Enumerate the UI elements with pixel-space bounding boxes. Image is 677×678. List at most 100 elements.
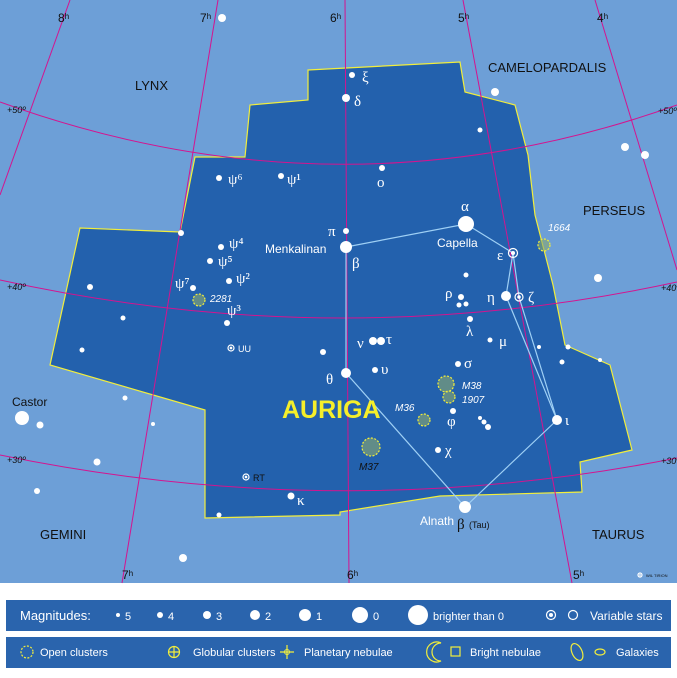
variable-star bbox=[242, 473, 250, 481]
star bbox=[218, 14, 226, 22]
open-cluster bbox=[361, 437, 381, 457]
greek-label: ψ⁶ bbox=[228, 172, 243, 188]
variable-label: RT bbox=[253, 473, 265, 483]
star bbox=[456, 302, 462, 308]
coordinate-grid bbox=[0, 0, 677, 584]
magnitude-dot bbox=[250, 610, 260, 620]
greek-label: ε bbox=[497, 248, 503, 264]
dec-label: +50º bbox=[658, 106, 677, 116]
greek-label: σ bbox=[464, 356, 472, 372]
greek-label: ψ³ bbox=[227, 303, 241, 319]
credit: WIL TIRION bbox=[646, 573, 668, 578]
cluster-label: 2281 bbox=[209, 294, 232, 305]
ra-label: 5ʰ bbox=[573, 568, 585, 582]
star bbox=[552, 415, 562, 425]
legend-planetary-core bbox=[284, 649, 290, 655]
magnitude-dot bbox=[157, 612, 163, 618]
star bbox=[537, 345, 541, 349]
star bbox=[641, 151, 649, 159]
magnitude-label: 5 bbox=[125, 611, 131, 623]
greek-label: ι bbox=[565, 413, 569, 429]
legend-open-cluster bbox=[20, 645, 34, 659]
magnitude-dot bbox=[203, 611, 211, 619]
legend-bright-nebula-square bbox=[450, 646, 461, 657]
star bbox=[458, 216, 474, 232]
star bbox=[79, 347, 85, 353]
variable-star-core bbox=[639, 574, 641, 576]
star bbox=[120, 315, 126, 321]
magnitude-label: 2 bbox=[265, 611, 271, 623]
greek-label: ψ⁵ bbox=[218, 254, 233, 270]
constellation-name: CAMELOPARDALIS bbox=[488, 60, 607, 75]
greek-label: χ bbox=[444, 443, 452, 459]
greek-label: δ bbox=[354, 94, 361, 110]
star bbox=[369, 337, 377, 345]
variable-star bbox=[514, 292, 524, 302]
greek-label: υ bbox=[381, 362, 388, 378]
constellation-name: TAURUS bbox=[592, 527, 645, 542]
legend-galaxy bbox=[570, 642, 584, 662]
variable-star bbox=[637, 572, 643, 578]
greek-label: ν bbox=[357, 336, 364, 352]
legend-globular-cross bbox=[168, 646, 180, 658]
ra-label: 4ʰ bbox=[597, 11, 609, 25]
star bbox=[377, 337, 385, 345]
greek-label: μ bbox=[499, 334, 507, 350]
cluster-label: M37 bbox=[359, 462, 379, 473]
greek-label: φ bbox=[447, 414, 456, 430]
variable-label: UU bbox=[238, 344, 251, 354]
constellation-name: PERSEUS bbox=[583, 203, 645, 218]
variable-star bbox=[227, 344, 235, 352]
ra-label: 5ʰ bbox=[458, 11, 470, 25]
variable-star-core bbox=[229, 346, 233, 350]
greek-label: θ bbox=[326, 372, 333, 388]
legend-variable-icon-core bbox=[549, 613, 553, 617]
star bbox=[320, 349, 326, 355]
dec-label: +30º bbox=[661, 456, 677, 466]
legend-object-label: Globular clusters bbox=[193, 647, 276, 659]
alnath-note: (Tau) bbox=[469, 520, 490, 530]
greek-label: ψ⁴ bbox=[229, 236, 244, 252]
star bbox=[379, 165, 385, 171]
variable-star-core bbox=[510, 250, 516, 256]
dec-label: +40º bbox=[661, 283, 677, 293]
magnitude-label: 1 bbox=[316, 611, 322, 623]
greek-label: τ bbox=[386, 332, 392, 348]
dec-label: +30º bbox=[7, 455, 26, 465]
star bbox=[594, 274, 602, 282]
star bbox=[458, 294, 464, 300]
greek-label: ψ¹ bbox=[287, 172, 301, 188]
dec-label: +40º bbox=[7, 282, 26, 292]
greek-label: π bbox=[328, 224, 336, 240]
star bbox=[463, 272, 469, 278]
greek-label: ψ⁷ bbox=[175, 276, 190, 292]
star bbox=[478, 416, 482, 420]
constellation-boundary bbox=[49, 61, 633, 519]
greek-label: λ bbox=[466, 324, 474, 340]
greek-label: α bbox=[461, 199, 469, 215]
cluster-label: M38 bbox=[462, 381, 482, 392]
variable-star-core bbox=[517, 295, 521, 299]
greek-label: κ bbox=[297, 493, 305, 509]
star bbox=[224, 320, 230, 326]
star bbox=[34, 488, 40, 494]
ra-label: 7ʰ bbox=[122, 568, 134, 582]
variable-star bbox=[507, 247, 519, 259]
star bbox=[459, 501, 471, 513]
star-name: Alnath bbox=[420, 514, 454, 528]
star bbox=[122, 395, 128, 401]
star bbox=[218, 244, 224, 250]
constellation-title: AURIGA bbox=[282, 396, 381, 424]
magnitude-label: brighter than 0 bbox=[433, 611, 504, 623]
star bbox=[226, 278, 232, 284]
legend-magnitudes bbox=[6, 600, 671, 631]
star bbox=[372, 367, 378, 373]
star bbox=[179, 554, 187, 562]
greek-label: η bbox=[487, 290, 495, 306]
open-cluster bbox=[192, 293, 206, 307]
star bbox=[342, 94, 350, 102]
legend-variable-icon-2 bbox=[567, 609, 579, 621]
legend-object-label: Bright nebulae bbox=[470, 647, 541, 659]
open-cluster bbox=[417, 413, 431, 427]
